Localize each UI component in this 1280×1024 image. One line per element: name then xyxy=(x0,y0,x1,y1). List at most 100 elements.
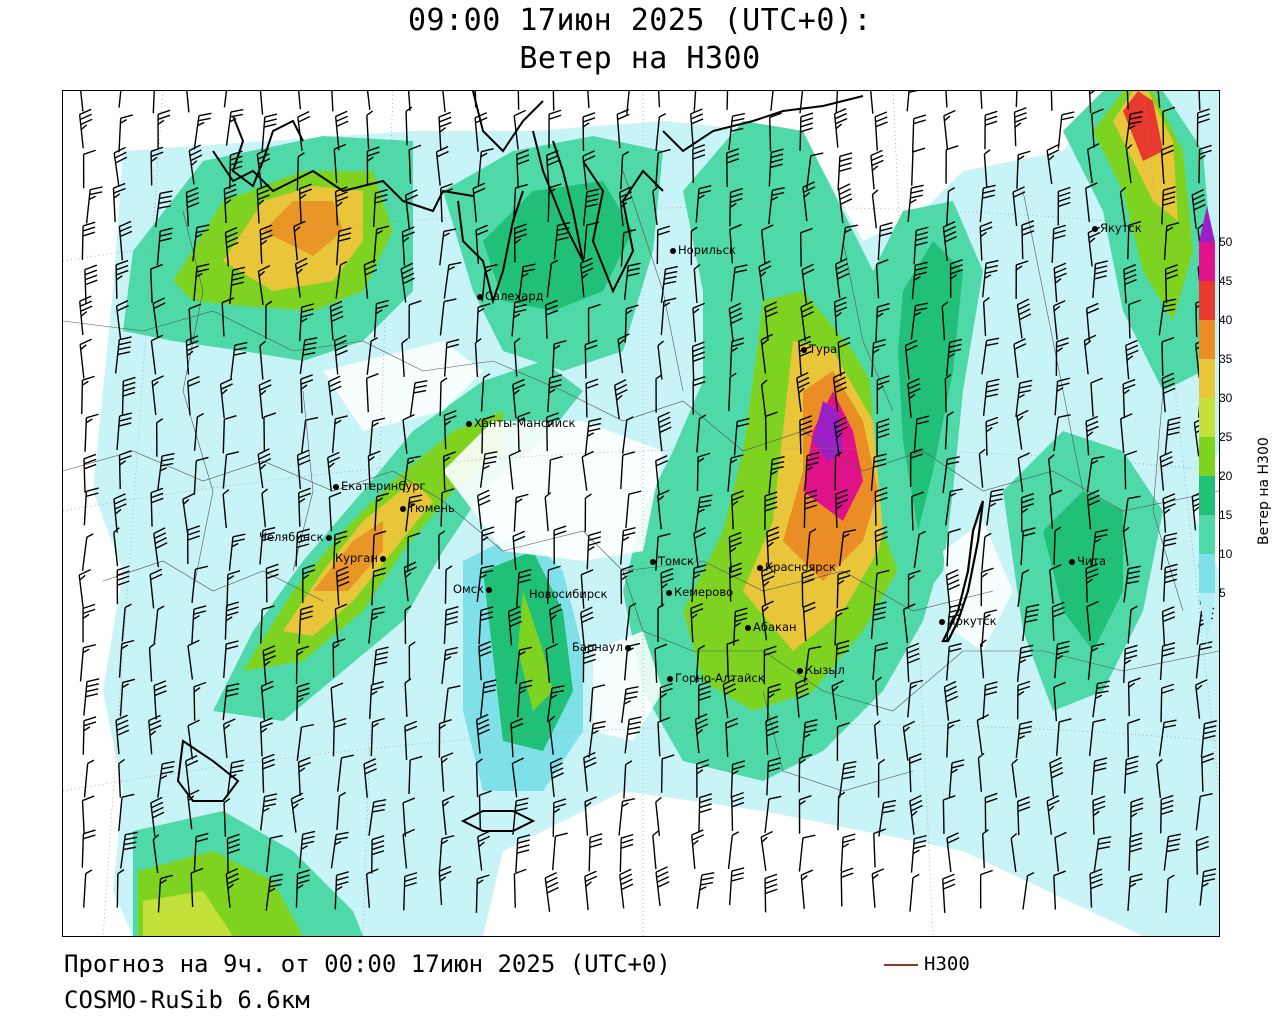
wind-barb xyxy=(766,526,780,566)
wind-barb xyxy=(1085,182,1098,223)
colorbar-tick: 20 xyxy=(1219,469,1233,483)
colorbar-segment xyxy=(1199,554,1215,593)
city-tomsk[interactable]: Томск xyxy=(650,555,694,567)
wind-barb xyxy=(799,227,813,267)
city-chita[interactable]: Чита xyxy=(1069,555,1106,567)
wind-barb xyxy=(115,299,129,340)
wind-barb xyxy=(83,487,99,526)
wind-barb xyxy=(693,91,698,113)
wind-barb xyxy=(1161,336,1175,376)
wind-barb xyxy=(800,869,814,910)
wind-barb xyxy=(1055,718,1072,756)
wind-barb xyxy=(659,682,673,722)
wind-barb xyxy=(657,603,665,643)
wind-barb xyxy=(584,339,598,379)
wind-barb xyxy=(302,564,316,603)
wind-barb xyxy=(193,112,212,150)
wind-barb xyxy=(1013,107,1027,147)
wind-barb xyxy=(586,531,602,570)
wind-barb xyxy=(191,605,207,644)
city-yakutsk[interactable]: Якутск xyxy=(1092,222,1142,234)
wind-barb xyxy=(1086,600,1099,641)
wind-barb xyxy=(764,411,778,451)
wind-barb xyxy=(1195,793,1213,831)
wind-barb xyxy=(690,603,704,643)
colorbar-tick: 10 xyxy=(1219,547,1233,561)
wind-barb xyxy=(404,605,412,645)
wind-barb xyxy=(614,379,628,420)
wind-barb xyxy=(984,792,998,832)
wind-barb xyxy=(655,112,667,151)
wind-barb xyxy=(185,754,199,795)
city-tura[interactable]: Тура xyxy=(801,343,837,355)
wind-barb xyxy=(582,643,596,683)
wind-barb xyxy=(402,797,416,837)
colorbar-tick: 25 xyxy=(1219,430,1233,444)
wind-barb xyxy=(259,224,273,264)
wind-barb xyxy=(438,111,452,151)
wind-barb xyxy=(551,832,568,871)
wind-barb xyxy=(795,677,810,718)
wind-barb xyxy=(623,262,641,300)
wind-barb xyxy=(290,792,304,833)
city-norilsk[interactable]: Норильск xyxy=(670,244,736,256)
wind-barb xyxy=(152,297,166,338)
wind-barb xyxy=(1127,718,1141,758)
wind-barb xyxy=(760,333,773,374)
city-barnaul[interactable]: Барнаул xyxy=(572,641,633,653)
wind-barb xyxy=(365,868,379,908)
wind-barb xyxy=(580,257,594,298)
city-yekaterinburg[interactable]: Екатеринбург xyxy=(333,480,426,492)
city-abakan[interactable]: Абакан xyxy=(745,621,797,633)
wind-barb xyxy=(770,91,776,111)
city-khanty-mansiysk[interactable]: Ханты-Мансийск xyxy=(466,417,575,429)
wind-barb xyxy=(1199,868,1217,906)
legend-label: H300 xyxy=(924,953,970,975)
wind-barb xyxy=(547,183,562,222)
wind-barb xyxy=(260,605,275,644)
wind-barb xyxy=(265,873,284,911)
wind-barb xyxy=(404,678,412,717)
wind-barb xyxy=(83,759,95,798)
wind-barb xyxy=(878,799,897,837)
city-omsk[interactable]: Омск xyxy=(453,583,494,595)
wind-barb xyxy=(1085,415,1099,456)
wind-barb xyxy=(507,605,522,646)
city-krasnoyarsk[interactable]: Красноярск xyxy=(757,561,836,573)
wind-barb xyxy=(803,645,822,683)
wind-barb xyxy=(618,798,636,836)
wind-barb xyxy=(219,378,233,419)
wind-barb xyxy=(118,91,124,108)
city-novosibirsk[interactable]: Новосибирск xyxy=(529,587,608,601)
colorbar-segment xyxy=(1199,437,1215,476)
wind-barb xyxy=(228,533,246,571)
wind-barb xyxy=(373,299,389,338)
colorbar-label: Ветер на H300 xyxy=(1256,437,1272,545)
wind-barb xyxy=(982,297,990,336)
wind-barb xyxy=(300,374,314,414)
forecast-info: Прогноз на 9ч. от 00:00 17июн 2025 (UTC+… xyxy=(64,950,671,978)
wind-map[interactable]: Норильск Салехард Ханты-Мансийск Екатери… xyxy=(62,90,1220,937)
wind-barb xyxy=(690,226,698,266)
city-tyumen[interactable]: Тюмень xyxy=(400,502,455,514)
wind-barb xyxy=(799,91,805,114)
wind-barb xyxy=(727,831,740,870)
city-kemerovo[interactable]: Кемерово xyxy=(666,586,733,598)
city-gorno-altaysk[interactable]: Горно-Алтайск xyxy=(667,672,765,684)
wind-barb xyxy=(365,91,380,110)
wind-barb xyxy=(1057,186,1071,226)
wind-barb xyxy=(1083,334,1097,375)
wind-barb xyxy=(332,717,347,757)
wind-barb xyxy=(401,338,409,378)
wind-barb xyxy=(263,412,277,452)
city-kyzyl[interactable]: Кызыл xyxy=(797,664,845,676)
wind-barb xyxy=(403,872,418,911)
wind-barb xyxy=(585,378,599,418)
wind-barb xyxy=(909,448,923,488)
city-chelyabinsk[interactable]: Челябинск xyxy=(259,531,334,543)
city-kurgan[interactable]: Курган xyxy=(335,552,388,564)
wind-barb xyxy=(222,718,236,759)
city-irkutsk[interactable]: Иркутск xyxy=(939,615,997,627)
city-salekhard[interactable]: Салехард xyxy=(477,290,544,302)
wind-barb xyxy=(511,757,525,798)
